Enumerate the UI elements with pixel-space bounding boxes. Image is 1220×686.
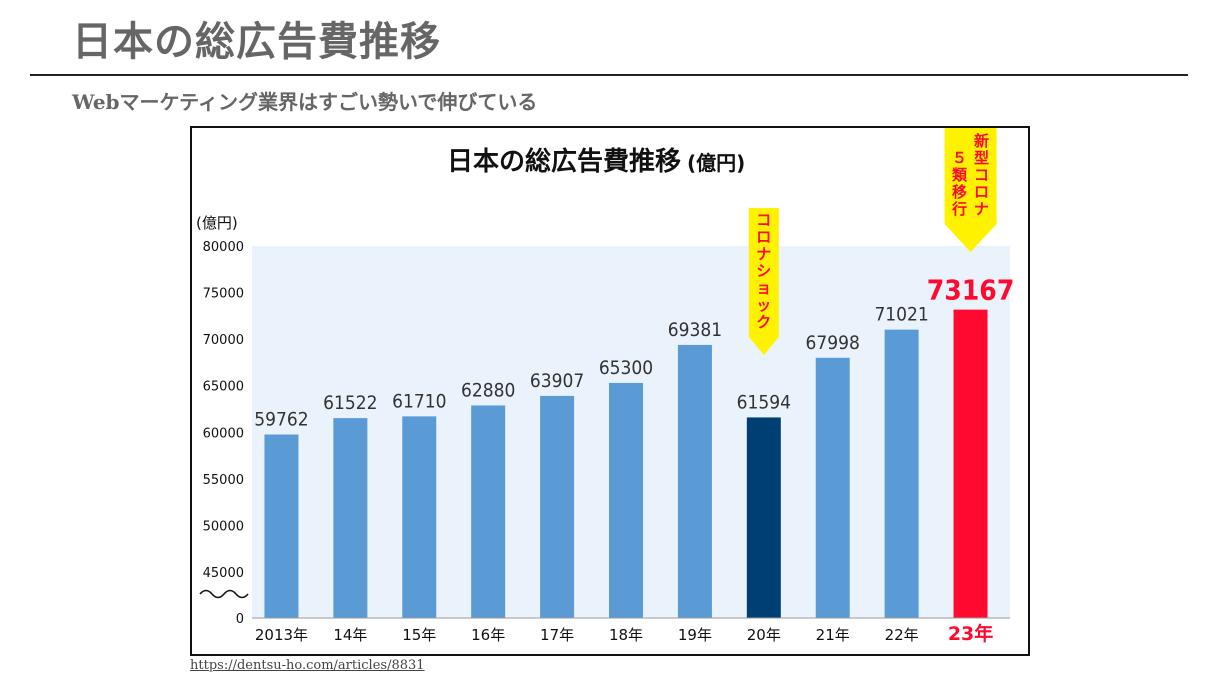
chart-frame: 日本の総広告費推移 (億円) (億円) 0 45000 50000 55000 60000 65…: [190, 126, 1030, 656]
bar-chart: 日本の総広告費推移 (億円) (億円) 0 45000 50000 55000 60000 65…: [196, 128, 1015, 645]
data-label-2017: 63907: [530, 370, 584, 392]
callout-covid-class5-char: ５: [952, 149, 967, 167]
callout-covid-shock-char: ョ: [756, 279, 771, 297]
bar-2019: [677, 344, 712, 618]
bar-2018: [609, 382, 643, 618]
data-label-2022: 71021: [874, 304, 928, 326]
x-tick-label-2017: 17年: [540, 626, 574, 644]
x-tick-label-2016: 16年: [471, 626, 505, 644]
data-label-2019: 69381: [668, 319, 722, 341]
data-label-2020: 61594: [737, 391, 791, 413]
callout-covid-shock: [748, 208, 779, 355]
x-tick-label-2019: 19年: [678, 626, 712, 644]
bar-2017: [540, 395, 575, 618]
x-tick-label-2015: 15年: [402, 626, 436, 644]
x-tick-label-2023: 23年: [948, 622, 993, 645]
data-label-2023: 73167: [927, 274, 1015, 307]
y-tick-label: 65000: [203, 380, 244, 395]
axis-break-icon: [199, 589, 249, 599]
y-tick-label: 70000: [203, 333, 244, 348]
y-tick-label: 60000: [203, 426, 244, 441]
x-tick-label-2013: 2013年: [255, 626, 308, 644]
y-tick-label: 55000: [203, 473, 244, 488]
y-tick-label: 50000: [203, 519, 244, 534]
x-tick-label-2014: 14年: [333, 626, 367, 644]
bar-2016: [471, 405, 506, 618]
bar-2013: [264, 434, 299, 618]
y-tick-label: 45000: [203, 566, 244, 581]
callout-covid-shock-char: ロ: [756, 228, 771, 246]
callout-covid-class5-char: 行: [951, 200, 967, 218]
data-label-2016: 62880: [461, 379, 515, 401]
y-axis-label: (億円): [196, 214, 238, 232]
x-tick-label-2018: 18年: [609, 626, 643, 644]
y-tick-label: 0: [236, 612, 244, 627]
x-tick-label-2020: 20年: [747, 626, 781, 644]
bar-2015: [402, 416, 437, 618]
callout-covid-shock-char: ナ: [756, 245, 771, 263]
callout-covid-class5-char: ロ: [974, 183, 989, 201]
callout-covid-class5-char: 新: [974, 132, 989, 150]
bar-2022: [884, 329, 919, 618]
y-tick-label: 75000: [203, 287, 244, 302]
data-label-2013: 59762: [254, 409, 308, 431]
x-tick-label-2021: 21年: [816, 626, 850, 644]
callout-covid-shock-char: ク: [756, 313, 771, 331]
slide-subtitle: Webマーケティング業界はすごい勢いで伸びている: [72, 90, 538, 114]
callout-covid-class5-char: 型: [974, 149, 989, 167]
chart-title: 日本の総広告費推移 (億円): [447, 146, 745, 177]
data-label-2021: 67998: [806, 332, 860, 354]
bar-2023: [953, 309, 988, 618]
title-divider: [30, 74, 1188, 76]
callout-covid-class5-char: 類: [951, 166, 968, 184]
bar-2020: [746, 417, 781, 618]
callout-covid-shock-char: コ: [756, 211, 771, 229]
callout-covid-shock-char: ッ: [756, 296, 771, 314]
slide-title: 日本の総広告費推移: [72, 18, 441, 65]
data-label-2014: 61522: [323, 392, 377, 414]
callout-covid-class5-char: 移: [952, 183, 967, 201]
callout-covid-class5: [944, 128, 997, 252]
y-tick-label: 80000: [203, 240, 244, 255]
callout-covid-class5-char: ナ: [974, 200, 989, 218]
callout-covid-shock-char: シ: [756, 262, 771, 280]
data-label-2015: 61710: [392, 390, 446, 412]
bar-2014: [333, 418, 368, 618]
x-tick-label-2022: 22年: [885, 626, 919, 644]
source-link[interactable]: https://dentsu-ho.com/articles/8831: [190, 658, 425, 673]
data-label-2018: 65300: [599, 357, 653, 379]
callout-covid-class5-char: コ: [974, 166, 989, 184]
bar-2021: [815, 357, 850, 618]
